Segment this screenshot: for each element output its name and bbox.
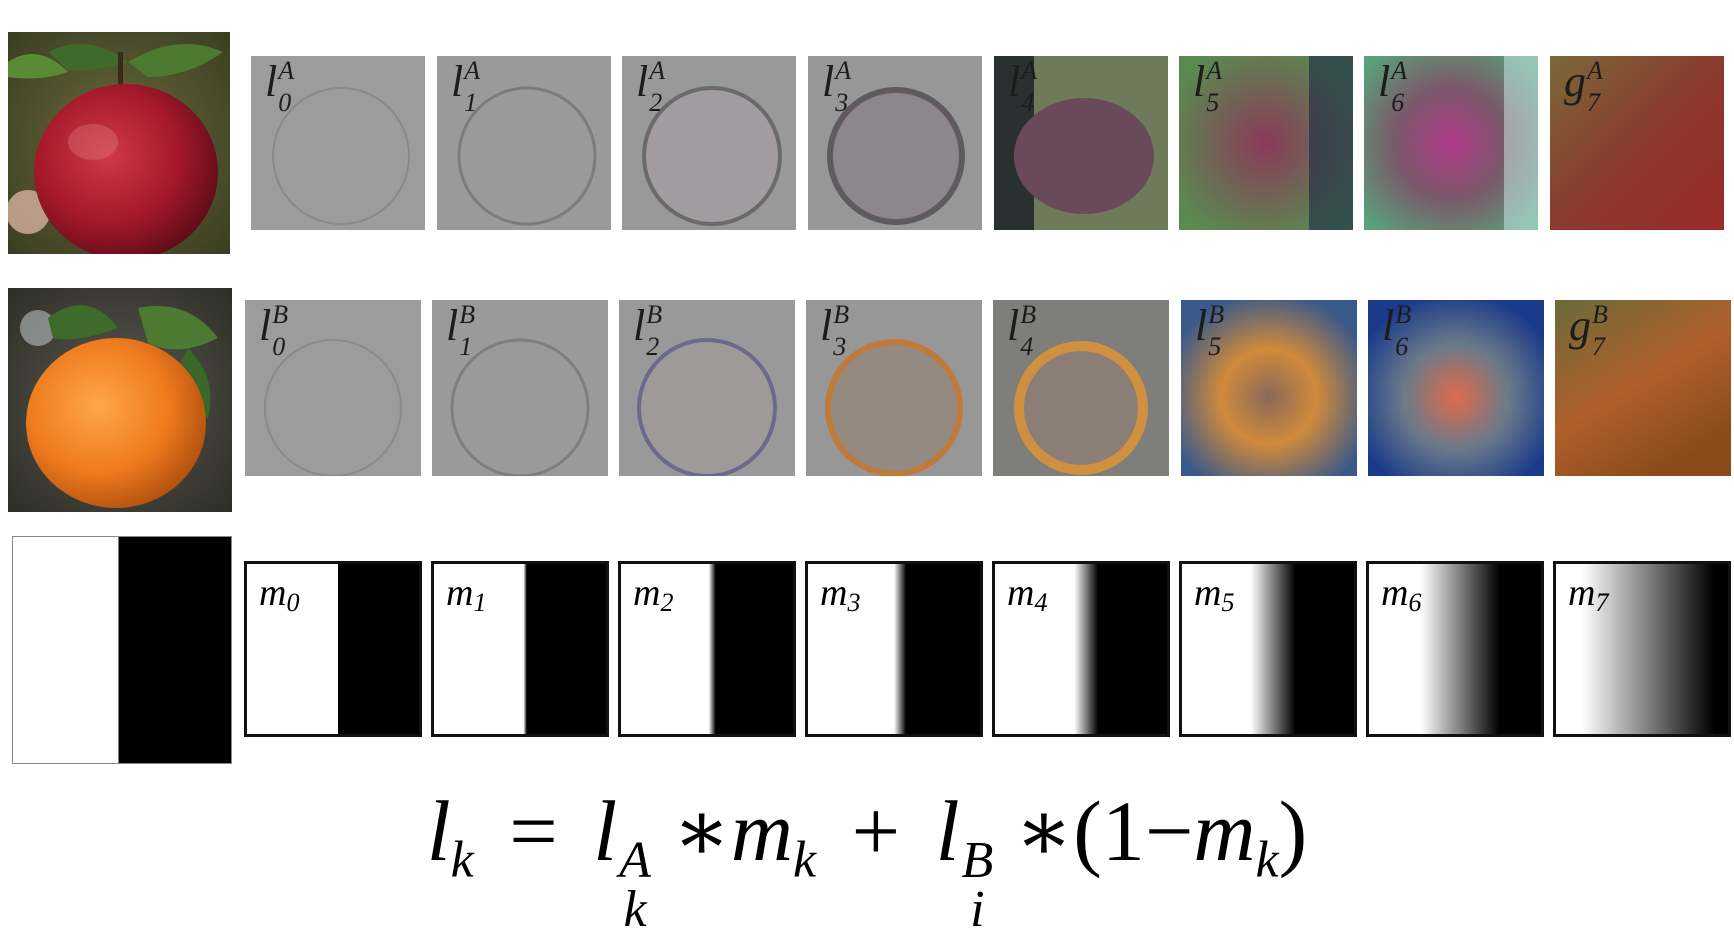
mask-tile: m7 <box>1553 561 1731 737</box>
laplacian-a-image <box>437 56 611 230</box>
laplacian-a-image <box>994 56 1168 230</box>
formula-term2-base: l <box>935 783 960 879</box>
laplacian-a-image <box>251 56 425 230</box>
laplacian-b-image <box>619 300 795 476</box>
orange-photo <box>8 288 232 512</box>
tile-label: m7 <box>1568 572 1609 617</box>
tile-label: m2 <box>633 572 674 617</box>
formula-star: ∗ <box>1014 783 1074 879</box>
apple-photo <box>8 32 230 254</box>
tile-label: m1 <box>446 572 487 617</box>
formula-paren-open: (1 <box>1073 783 1145 879</box>
apple-source-image <box>8 32 230 254</box>
gaussian-a-image <box>1550 56 1724 230</box>
laplacian-b-image <box>1181 300 1357 476</box>
tile-label: m3 <box>820 572 861 617</box>
formula-star: ∗ <box>672 783 731 879</box>
formula-lhs: l <box>426 783 451 879</box>
laplacian-a-image <box>622 56 796 230</box>
tile-label: m4 <box>1007 572 1048 617</box>
laplacian-b-image <box>432 300 608 476</box>
laplacian-a-image <box>1364 56 1538 230</box>
laplacian-b-image <box>245 300 421 476</box>
laplacian-a-image <box>808 56 982 230</box>
laplacian-b-image <box>993 300 1169 476</box>
mask-tile: m4 <box>992 561 1170 737</box>
tile-label: m5 <box>1194 572 1235 617</box>
orange-source-image <box>8 288 232 512</box>
mask-tile: m2 <box>618 561 796 737</box>
mask-tile: m5 <box>1179 561 1357 737</box>
mask-tile: m6 <box>1366 561 1544 737</box>
formula-term1-base: l <box>593 783 618 879</box>
gaussian-b-image <box>1555 300 1731 476</box>
laplacian-b-image <box>806 300 982 476</box>
formula-lhs-sub: k <box>450 831 474 889</box>
formula-plus: + <box>851 783 901 879</box>
formula-term2-mask: m <box>1193 783 1256 879</box>
formula-term1-mask: m <box>730 783 793 879</box>
source-mask <box>12 536 232 764</box>
mask-tile: m3 <box>805 561 983 737</box>
mask-tile: m1 <box>431 561 609 737</box>
formula-paren-close: ) <box>1278 783 1308 879</box>
formula-equals: = <box>509 783 558 879</box>
formula-minus: − <box>1144 783 1194 879</box>
laplacian-b-image <box>1368 300 1544 476</box>
tile-label: m0 <box>259 572 300 617</box>
tile-label: m6 <box>1381 572 1422 617</box>
mask-tile: m0 <box>244 561 422 737</box>
laplacian-a-image <box>1179 56 1353 230</box>
